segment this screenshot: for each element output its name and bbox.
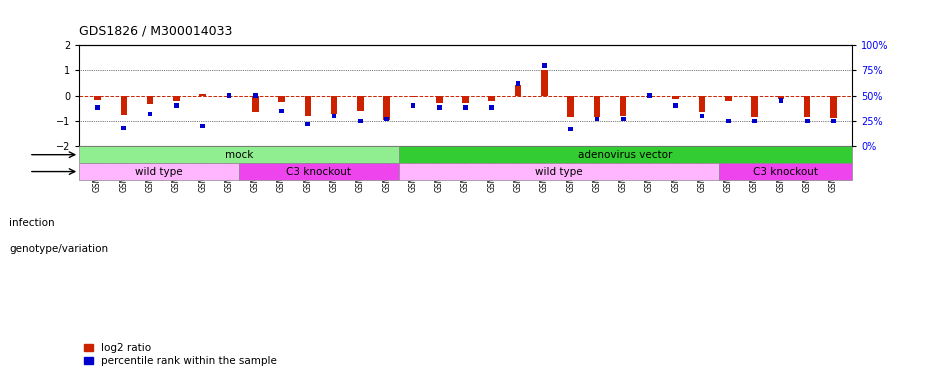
Text: wild type: wild type <box>135 166 182 177</box>
Bar <box>803 96 811 117</box>
Bar <box>79 163 239 180</box>
Bar <box>147 96 154 105</box>
Bar <box>751 96 758 117</box>
Bar <box>568 127 573 131</box>
Text: mock: mock <box>224 150 253 160</box>
Text: wild type: wild type <box>535 166 583 177</box>
Bar <box>304 96 311 116</box>
Bar <box>358 96 364 111</box>
Bar <box>225 96 232 97</box>
Bar <box>226 93 231 98</box>
Bar <box>385 117 389 121</box>
Bar <box>752 118 757 123</box>
Bar <box>95 105 100 110</box>
Bar <box>173 96 180 101</box>
Legend: log2 ratio, percentile rank within the sample: log2 ratio, percentile rank within the s… <box>85 343 277 366</box>
Bar <box>358 118 363 123</box>
Text: adenovirus vector: adenovirus vector <box>578 150 672 160</box>
Bar <box>672 96 679 99</box>
Bar <box>831 118 836 123</box>
Bar <box>620 96 627 116</box>
Bar <box>437 105 441 110</box>
Bar <box>804 118 810 123</box>
Bar <box>253 93 258 98</box>
Bar <box>79 146 398 163</box>
Bar <box>595 117 600 121</box>
Text: infection: infection <box>9 218 55 228</box>
Bar <box>252 96 259 112</box>
Bar <box>200 124 205 128</box>
Bar <box>489 96 495 101</box>
Bar <box>726 118 731 123</box>
Text: genotype/variation: genotype/variation <box>9 244 108 254</box>
Bar <box>673 104 678 108</box>
Bar <box>331 114 336 118</box>
Bar <box>148 112 153 116</box>
Bar <box>278 96 285 102</box>
Bar <box>384 96 390 120</box>
Bar <box>541 70 547 96</box>
Text: C3 knockout: C3 knockout <box>753 166 817 177</box>
Bar <box>490 105 494 110</box>
Bar <box>305 122 310 126</box>
Bar <box>699 96 706 112</box>
Bar <box>719 163 852 180</box>
Bar <box>436 96 442 103</box>
Bar <box>463 105 468 110</box>
Bar <box>777 96 784 99</box>
Bar <box>120 96 128 115</box>
Bar <box>462 96 469 103</box>
Bar <box>567 96 573 117</box>
Bar <box>647 93 652 98</box>
Bar <box>516 81 520 86</box>
Bar <box>279 108 284 113</box>
Bar <box>542 63 546 68</box>
Bar <box>778 98 783 103</box>
Bar <box>411 104 415 108</box>
Bar <box>594 96 600 117</box>
Text: GDS1826 / M300014033: GDS1826 / M300014033 <box>79 24 233 38</box>
Bar <box>331 96 337 114</box>
Bar <box>398 146 852 163</box>
Bar <box>94 96 101 100</box>
Bar <box>646 96 653 97</box>
Bar <box>621 117 626 121</box>
Bar <box>398 163 719 180</box>
Bar <box>199 94 206 96</box>
Bar <box>700 114 705 118</box>
Bar <box>515 85 521 96</box>
Bar <box>121 126 127 130</box>
Bar <box>725 96 732 101</box>
Bar <box>174 104 179 108</box>
Bar <box>830 96 837 118</box>
Text: C3 knockout: C3 knockout <box>287 166 351 177</box>
Bar <box>239 163 398 180</box>
Bar <box>410 96 416 97</box>
